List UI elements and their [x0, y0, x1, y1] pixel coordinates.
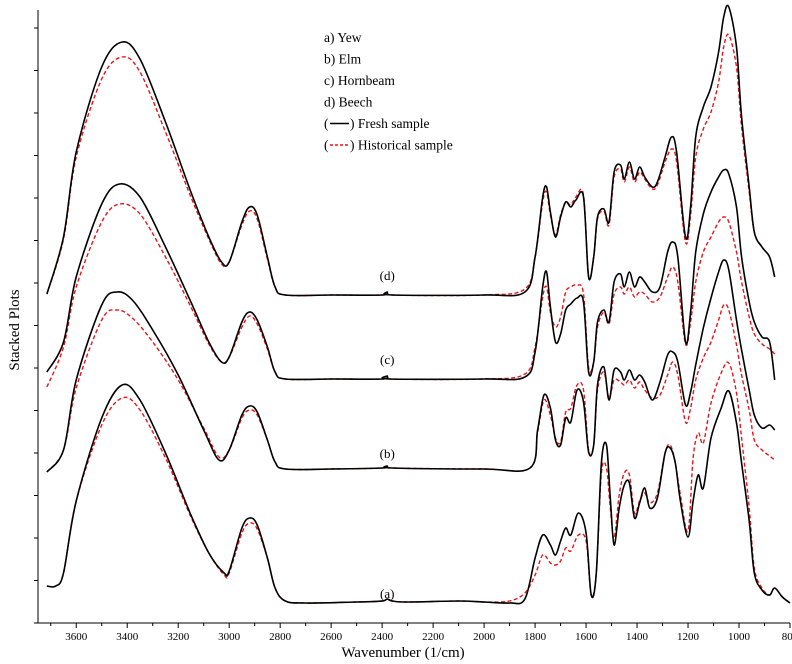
- curve-label-a: (a): [380, 586, 394, 601]
- legend-label-historical: ) Historical sample: [350, 138, 453, 153]
- legend-paren-open: (: [324, 138, 329, 153]
- legend-entry: d) Beech: [324, 95, 373, 110]
- x-tick-label: 1000: [728, 631, 751, 643]
- x-axis-title: Wavenumber (1/cm): [341, 645, 464, 661]
- curve-label-d: (d): [380, 268, 395, 283]
- x-tick-label: 1400: [626, 631, 649, 643]
- x-tick-label: 2400: [371, 631, 394, 643]
- curve-label-b: (b): [380, 446, 395, 461]
- legend-paren-open: (: [324, 116, 329, 131]
- x-tick-label: 3400: [116, 631, 139, 643]
- y-axis: [34, 10, 39, 624]
- x-tick-label: 1600: [575, 631, 598, 643]
- x-tick-label: 2800: [269, 631, 292, 643]
- historical-curve-b: [46, 303, 776, 473]
- x-tick-label: 3600: [65, 631, 88, 643]
- fresh-curve-d: [46, 4, 776, 297]
- curve-label-c: (c): [380, 352, 394, 367]
- historical-curve-a: [46, 361, 791, 604]
- x-tick-label: 2600: [320, 631, 343, 643]
- legend: a) Yew b) Elm c) Hornbeam d) Beech ( ) Fresh …: [324, 30, 453, 153]
- legend-entry: a) Yew: [324, 30, 362, 45]
- legend-label-fresh: ) Fresh sample: [350, 116, 429, 131]
- x-tick-label: 1800: [524, 631, 547, 643]
- fresh-curve-a: [46, 383, 791, 605]
- x-tick-label: 1200: [677, 631, 700, 643]
- curve-labels: (a) (b) (c) (d): [380, 268, 395, 601]
- fresh-curve-b: [46, 259, 776, 473]
- x-tick-label: 800: [782, 631, 792, 643]
- x-tick-label: 2000: [473, 631, 496, 643]
- y-axis-title: Stacked Plots: [7, 289, 23, 370]
- fresh-curve-c: [46, 168, 776, 381]
- historical-curve-d: [46, 33, 776, 297]
- spectra-curves: [46, 4, 791, 605]
- historical-curve-c: [46, 202, 776, 388]
- x-axis: 3600 3400 3200 3000 2800 2600 2400 2200 2000 1800…: [38, 622, 792, 643]
- x-tick-label: 3200: [167, 631, 190, 643]
- legend-entry: c) Hornbeam: [324, 73, 395, 88]
- x-tick-label: 2200: [422, 631, 445, 643]
- legend-entry: b) Elm: [324, 52, 362, 67]
- x-tick-label: 3000: [218, 631, 241, 643]
